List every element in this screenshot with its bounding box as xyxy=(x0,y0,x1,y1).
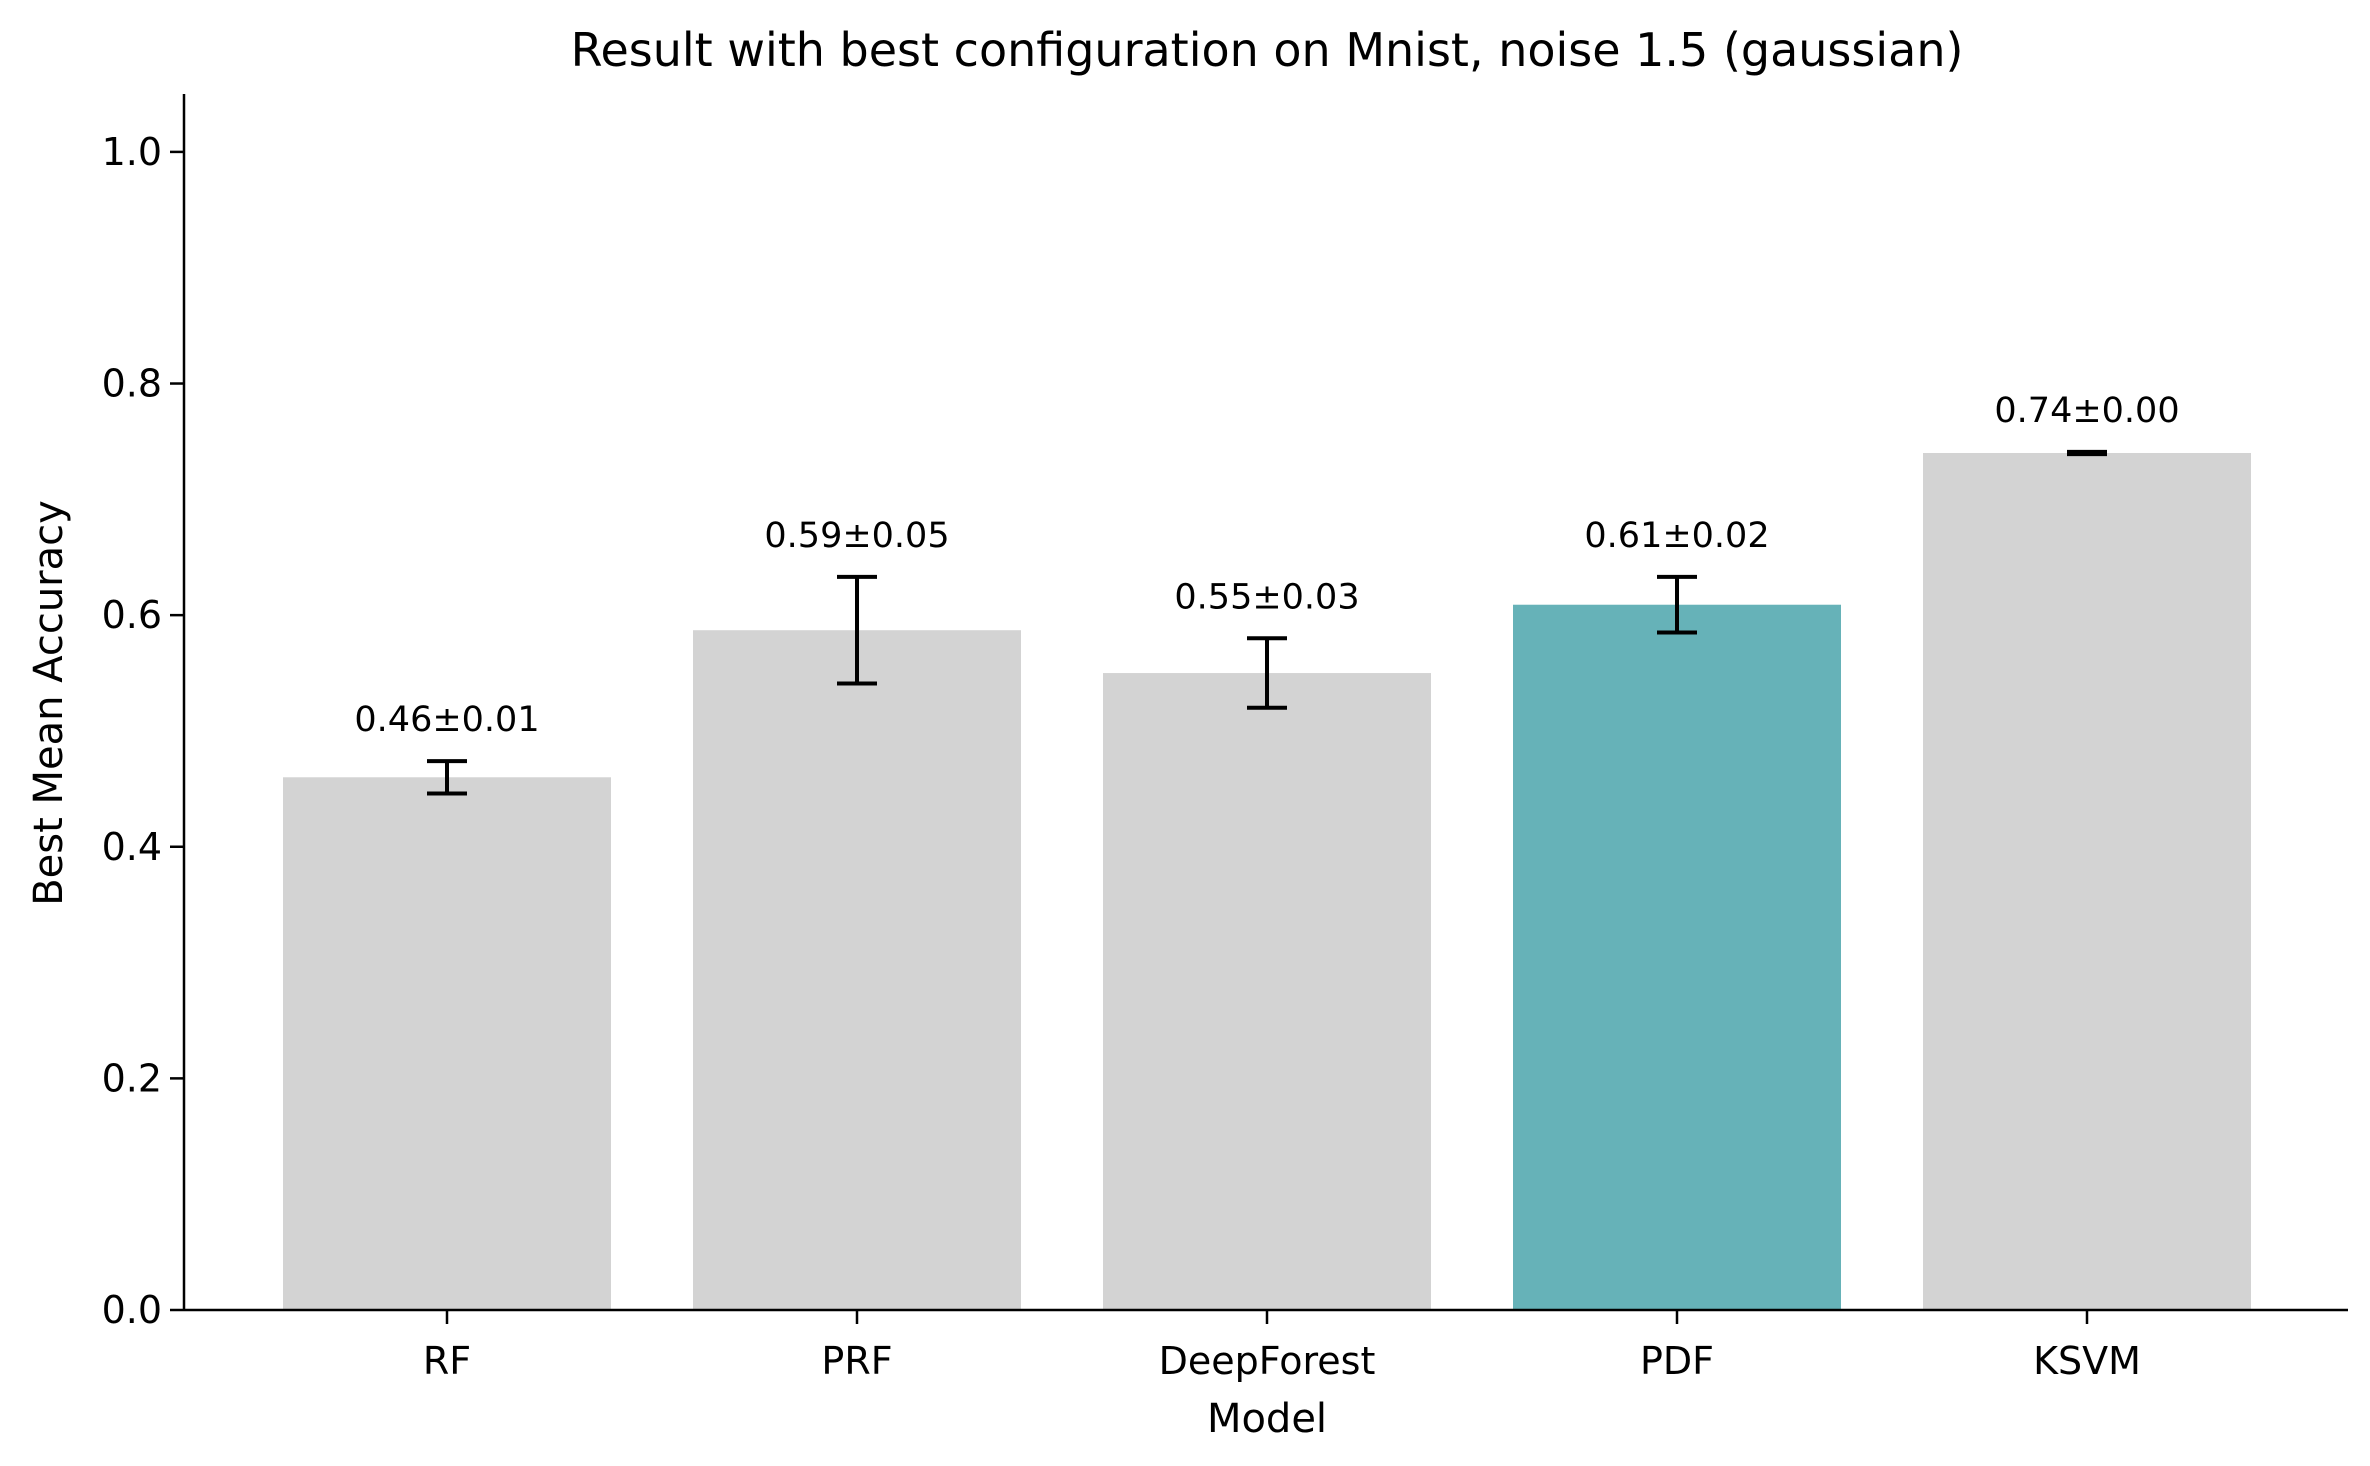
bar-prf xyxy=(693,630,1021,1310)
bar-pdf xyxy=(1513,604,1841,1310)
bar-ksvm xyxy=(1923,453,2251,1310)
x-tick-label-prf: PRF xyxy=(821,1339,892,1383)
chart-title: Result with best configuration on Mnist,… xyxy=(571,23,1964,77)
y-tick-label-1: 0.2 xyxy=(102,1056,162,1100)
x-axis: RF PRF DeepForest PDF KSVM xyxy=(184,1308,2348,1383)
y-tick-label-0: 0.0 xyxy=(102,1288,162,1332)
y-axis-label: Best Mean Accuracy xyxy=(26,500,72,906)
data-label-prf: 0.59±0.05 xyxy=(764,516,949,556)
x-tick-label-ksvm: KSVM xyxy=(2033,1339,2141,1383)
bars-group xyxy=(283,453,2251,1310)
x-tick-label-rf: RF xyxy=(423,1339,471,1383)
x-tick-label-deepforest: DeepForest xyxy=(1159,1339,1376,1383)
x-tick-label-pdf: PDF xyxy=(1640,1339,1714,1383)
y-tick-label-4: 0.8 xyxy=(102,362,162,406)
bar-deepforest xyxy=(1103,673,1431,1310)
y-tick-label-5: 1.0 xyxy=(102,130,162,174)
data-label-rf: 0.46±0.01 xyxy=(354,700,539,740)
y-axis: 0.0 0.2 0.4 0.6 0.8 1.0 xyxy=(102,94,186,1332)
y-tick-label-2: 0.4 xyxy=(102,825,162,869)
x-axis-label: Model xyxy=(1207,1396,1327,1442)
y-tick-label-3: 0.6 xyxy=(102,593,162,637)
bar-rf xyxy=(283,777,611,1310)
data-label-ksvm: 0.74±0.00 xyxy=(1994,391,2179,431)
error-bars-group xyxy=(427,449,2107,796)
data-labels-group: 0.46±0.01 0.59±0.05 0.55±0.03 0.61±0.02 0.74… xyxy=(354,391,2179,740)
data-label-pdf: 0.61±0.02 xyxy=(1584,516,1769,556)
data-label-deepforest: 0.55±0.03 xyxy=(1174,577,1359,617)
